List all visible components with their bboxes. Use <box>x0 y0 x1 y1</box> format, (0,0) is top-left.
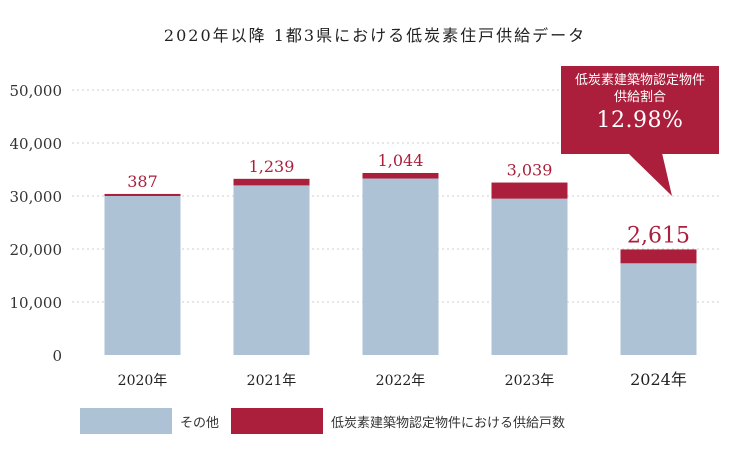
legend-swatch-other <box>80 408 172 434</box>
x-tick-label: 2023年 <box>505 373 555 389</box>
legend-swatch-low-carbon <box>231 408 324 434</box>
legend: その他 低炭素建築物認定物件における供給戸数 <box>80 408 577 434</box>
callout-line2: 供給割合 <box>613 90 666 105</box>
bar-other <box>104 196 181 355</box>
x-tick-label: 2022年 <box>376 373 426 389</box>
bar-low-carbon <box>491 182 568 199</box>
x-tick-label: 2024年 <box>630 370 687 389</box>
data-label: 3,039 <box>507 161 553 180</box>
data-label: 1,239 <box>249 157 295 176</box>
callout-bubble <box>561 66 719 154</box>
y-tick-label: 10,000 <box>10 294 63 312</box>
legend-label-other: その他 <box>180 415 220 431</box>
y-tick-label: 40,000 <box>10 135 63 153</box>
bar-low-carbon <box>233 178 310 186</box>
legend-item-other: その他 <box>80 408 219 434</box>
x-tick-label: 2020年 <box>118 373 168 389</box>
y-tick-label: 50,000 <box>10 82 63 100</box>
callout-value: 12.98% <box>596 108 684 133</box>
y-tick-label: 0 <box>52 347 62 365</box>
bar-other <box>491 198 568 355</box>
bar-other <box>620 263 697 355</box>
bar-low-carbon <box>104 193 181 196</box>
data-label: 387 <box>127 172 158 191</box>
y-tick-label: 20,000 <box>10 241 63 259</box>
y-tick-label: 30,000 <box>10 188 63 206</box>
chart-title: 2020年以降 1都3県における低炭素住戸供給データ <box>163 26 587 45</box>
bar-low-carbon <box>362 172 439 179</box>
data-label: 1,044 <box>378 151 424 170</box>
callout-pointer <box>628 153 672 196</box>
x-tick-label: 2021年 <box>247 373 297 389</box>
callout-line1: 低炭素建築物認定物件 <box>574 73 705 88</box>
legend-item-low-carbon: 低炭素建築物認定物件における供給戸数 <box>231 408 565 434</box>
bar-other <box>362 178 439 355</box>
legend-label-low-carbon: 低炭素建築物認定物件における供給戸数 <box>331 415 566 431</box>
data-label: 2,615 <box>627 223 690 248</box>
callout-box: 低炭素建築物認定物件 供給割合 12.98% <box>561 72 719 133</box>
bar-other <box>233 185 310 355</box>
bar-low-carbon <box>620 249 697 264</box>
